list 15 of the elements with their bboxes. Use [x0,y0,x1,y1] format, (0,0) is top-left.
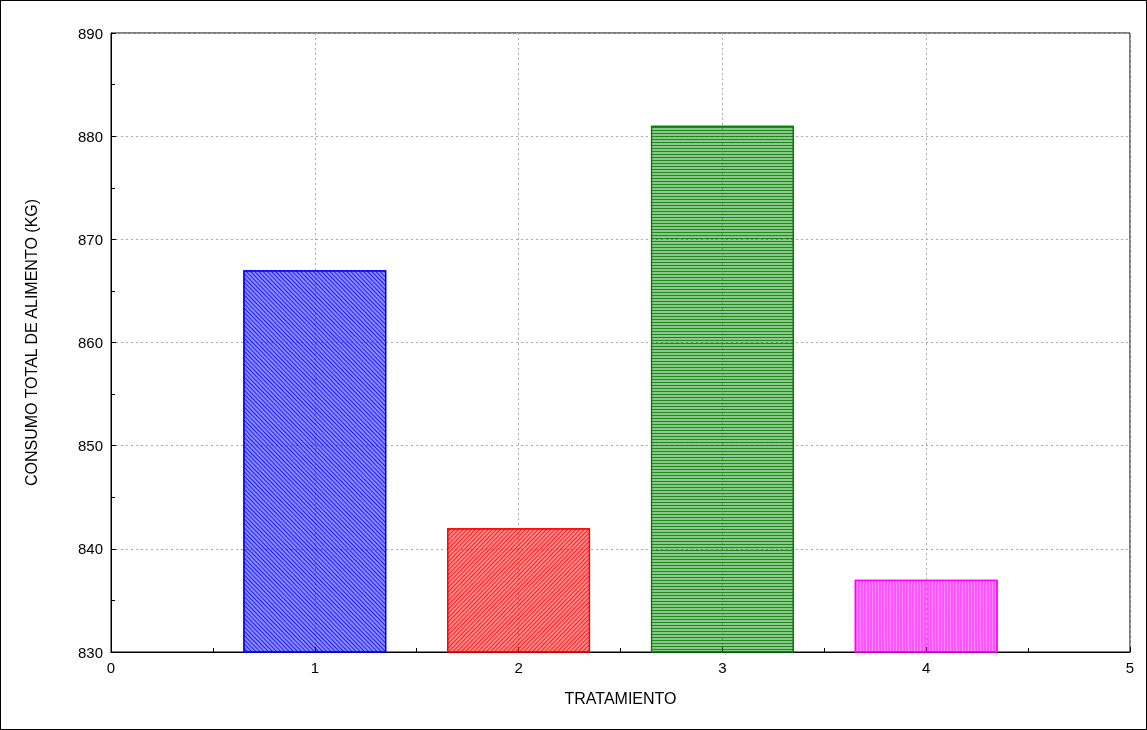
x-axis-title: TRATAMIENTO [564,689,677,707]
y-tick-label: 890 [77,24,103,42]
x-tick-label: 1 [310,659,319,676]
x-tick-label: 4 [922,659,931,676]
y-tick-label: 830 [77,643,103,661]
y-axis-title: CONSUMO TOTAL DE ALIMENTO (KG) [22,198,40,487]
y-tick-label: 850 [77,437,103,455]
x-tick-label: 3 [718,659,727,676]
y-tick-label: 870 [77,230,103,248]
x-tick-label: 5 [1125,659,1135,676]
x-tick-label: 0 [106,659,116,676]
y-tick-label: 840 [77,540,103,558]
y-tick-label: 860 [77,334,103,351]
y-tick-label: 880 [77,127,103,145]
x-tick-label: 2 [514,659,523,676]
